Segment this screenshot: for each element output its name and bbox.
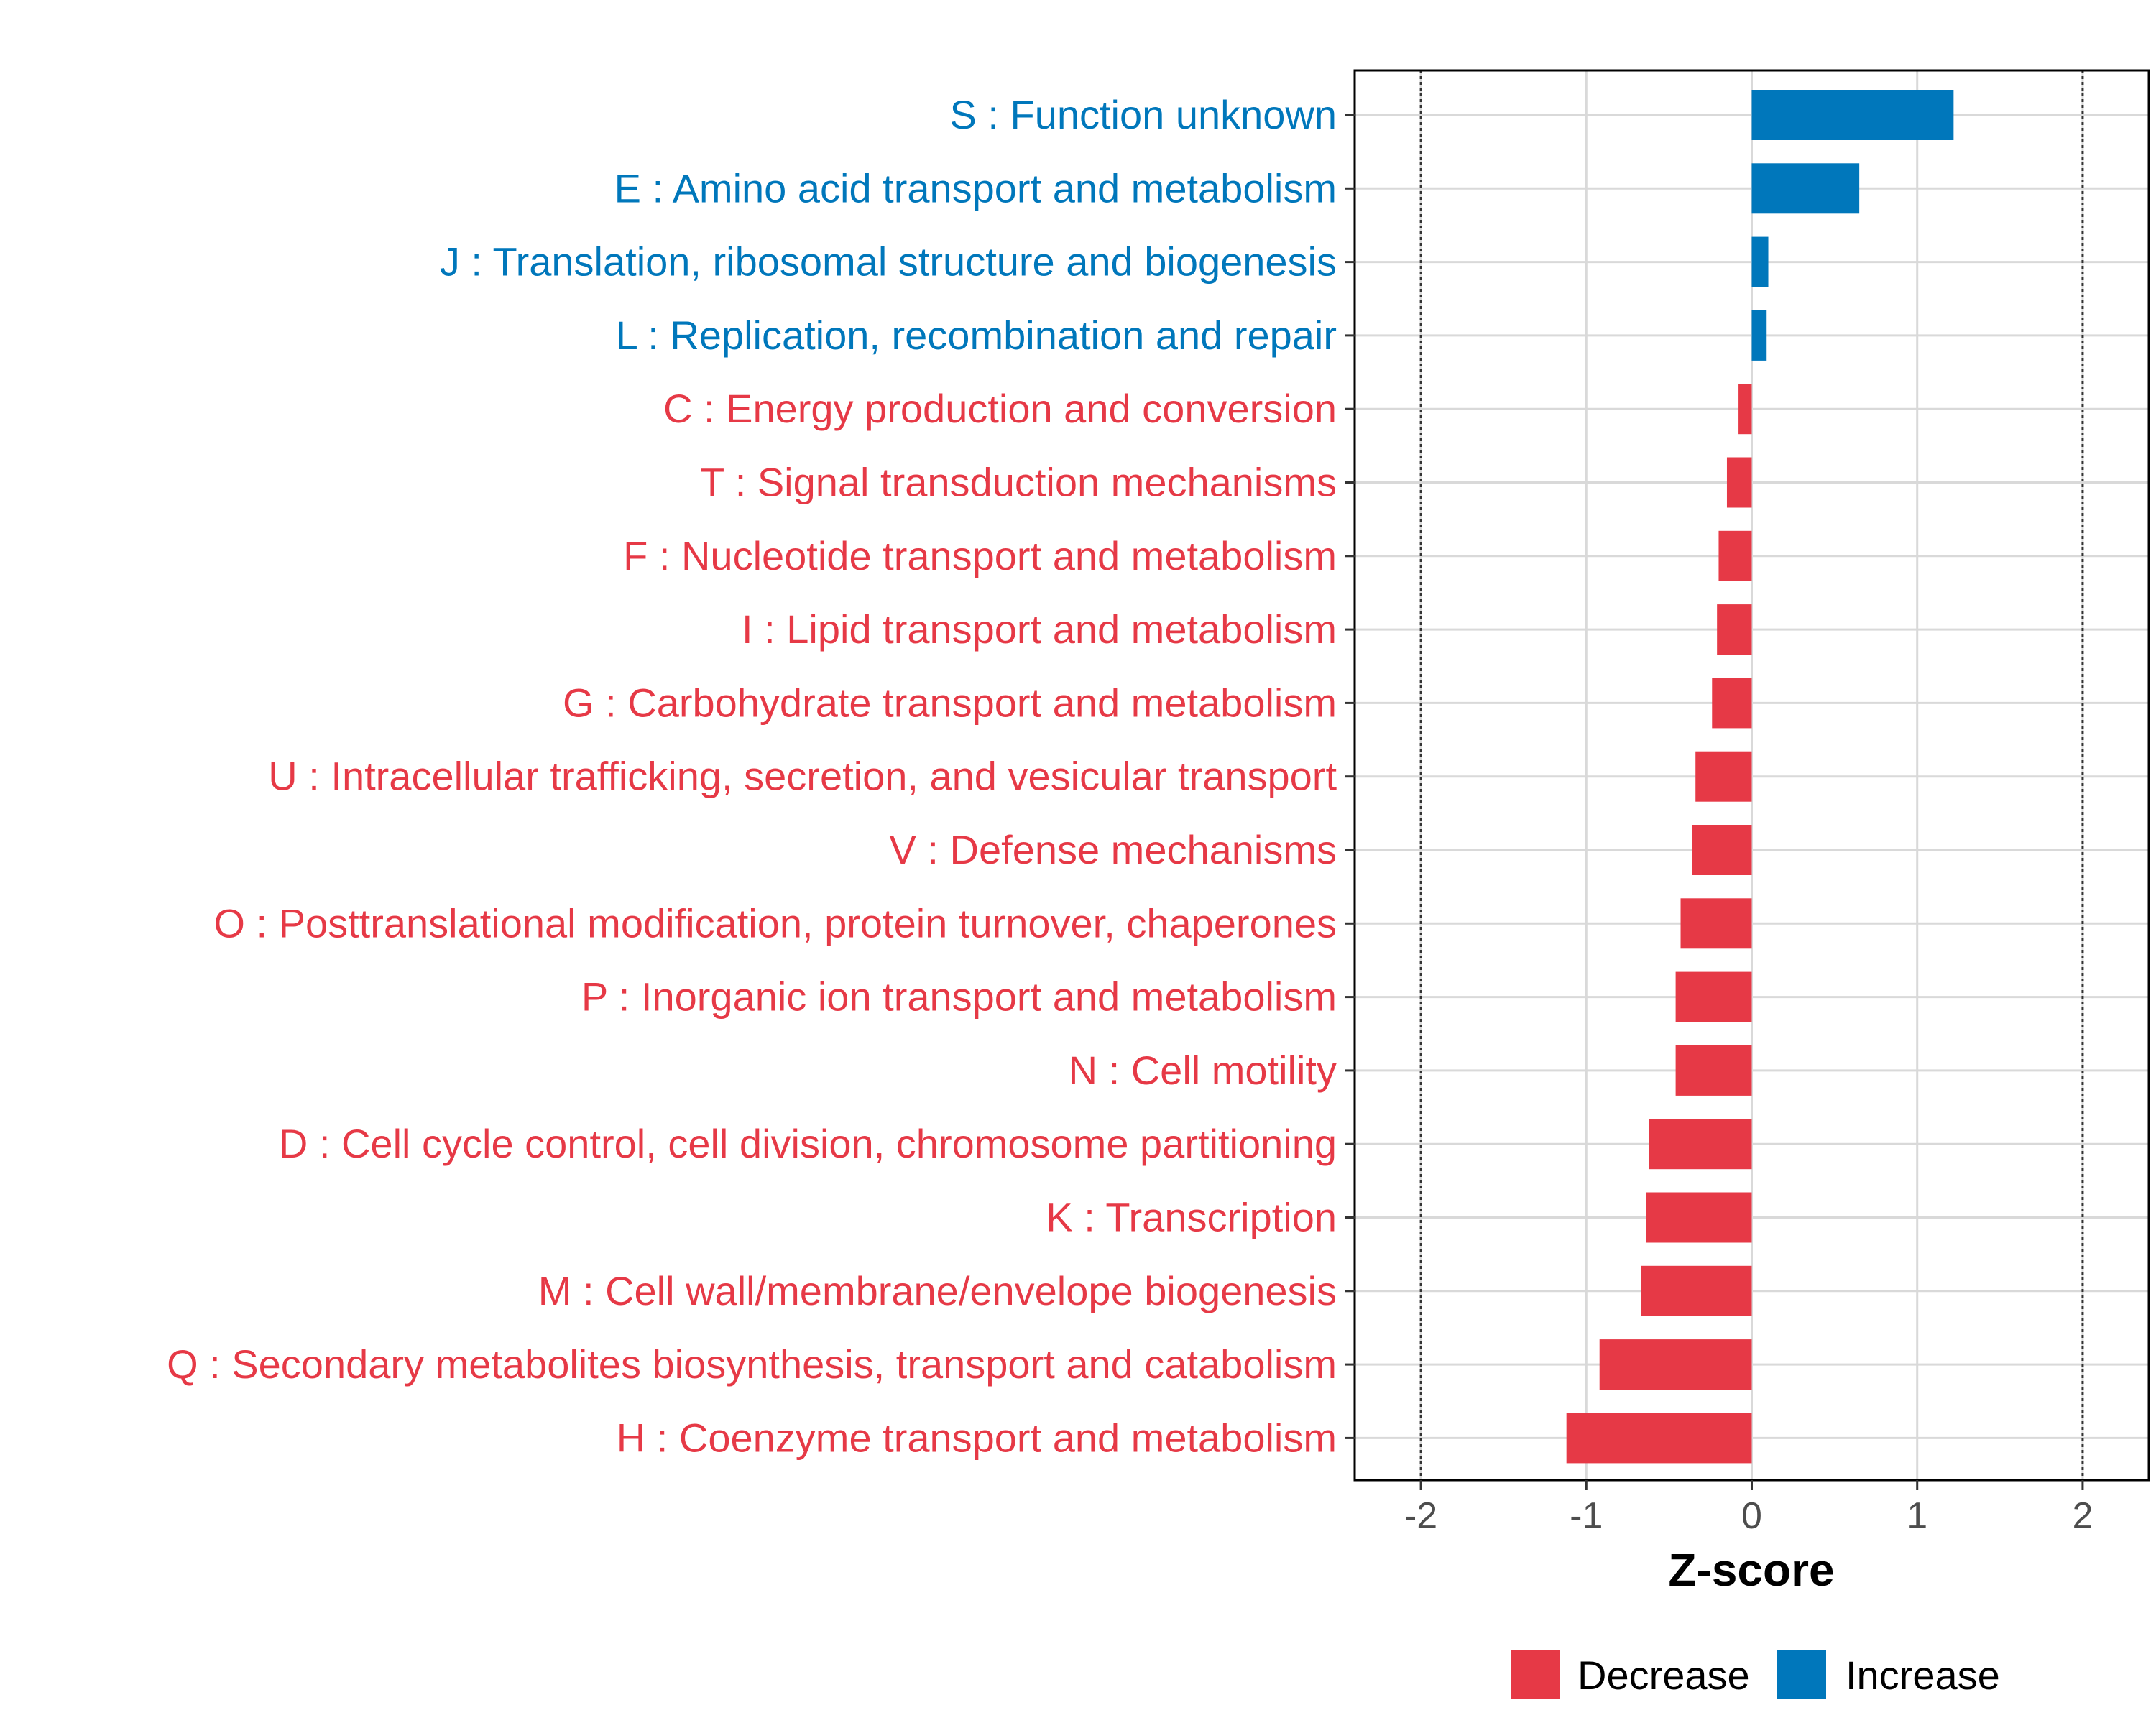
x-tick-label: -1 <box>1570 1495 1603 1537</box>
category-labels: S : Function unknown E : Amino acid trans… <box>167 92 1337 1460</box>
bar <box>1675 1045 1752 1096</box>
x-tick-label: 2 <box>2072 1495 2093 1537</box>
legend-label: Decrease <box>1577 1653 1750 1698</box>
category-label: P : Inorganic ion transport and metaboli… <box>581 974 1337 1020</box>
legend-swatch <box>1777 1650 1826 1699</box>
bar <box>1599 1339 1752 1390</box>
bar <box>1695 751 1752 802</box>
bar <box>1717 604 1752 655</box>
bar <box>1680 898 1752 949</box>
y-ticks <box>1345 114 1355 1439</box>
bars <box>1566 90 1954 1464</box>
category-label: S : Function unknown <box>949 92 1337 137</box>
category-label: C : Energy production and conversion <box>663 386 1337 431</box>
legend-label: Increase <box>1846 1653 2000 1698</box>
x-tick-label: 0 <box>1741 1495 1762 1537</box>
bar <box>1566 1413 1752 1464</box>
category-label: J : Translation, ribosomal structure and… <box>440 239 1337 285</box>
legend: Decrease Increase <box>1511 1650 2000 1699</box>
category-label: F : Nucleotide transport and metabolism <box>623 533 1337 578</box>
bar <box>1675 971 1752 1022</box>
category-label: I : Lipid transport and metabolism <box>742 606 1337 652</box>
bar <box>1692 825 1752 875</box>
category-label: U : Intracellular trafficking, secretion… <box>268 754 1337 799</box>
x-tick-label: -2 <box>1404 1495 1437 1537</box>
bar <box>1726 457 1752 508</box>
x-axis-title: Z-score <box>1668 1544 1834 1596</box>
legend-swatch <box>1511 1650 1560 1699</box>
bar <box>1718 530 1752 581</box>
bar <box>1646 1192 1752 1243</box>
x-ticks: -2 -1 0 1 2 <box>1404 1480 2093 1537</box>
bar <box>1751 90 1954 140</box>
bar <box>1738 384 1752 435</box>
category-label: D : Cell cycle control, cell division, c… <box>279 1121 1337 1166</box>
category-label: N : Cell motility <box>1069 1048 1337 1093</box>
bar <box>1649 1119 1752 1170</box>
bar <box>1751 163 1860 214</box>
category-label: V : Defense mechanisms <box>890 827 1337 872</box>
reference-lines <box>1419 70 2084 1480</box>
bar <box>1641 1265 1752 1316</box>
x-tick-label: 1 <box>1907 1495 1927 1537</box>
bar <box>1751 236 1769 287</box>
category-label: M : Cell wall/membrane/envelope biogenes… <box>538 1268 1337 1313</box>
category-label: T : Signal transduction mechanisms <box>700 460 1337 505</box>
category-label: L : Replication, recombination and repai… <box>616 313 1337 358</box>
category-label: G : Carbohydrate transport and metabolis… <box>563 680 1337 725</box>
category-label: E : Amino acid transport and metabolism <box>614 165 1337 211</box>
category-label: H : Coenzyme transport and metabolism <box>617 1415 1337 1460</box>
bar <box>1751 310 1767 361</box>
bar <box>1712 678 1752 729</box>
category-label: Q : Secondary metabolites biosynthesis, … <box>167 1341 1337 1387</box>
category-label: K : Transcription <box>1046 1195 1337 1240</box>
category-label: O : Posttranslational modification, prot… <box>213 900 1337 946</box>
